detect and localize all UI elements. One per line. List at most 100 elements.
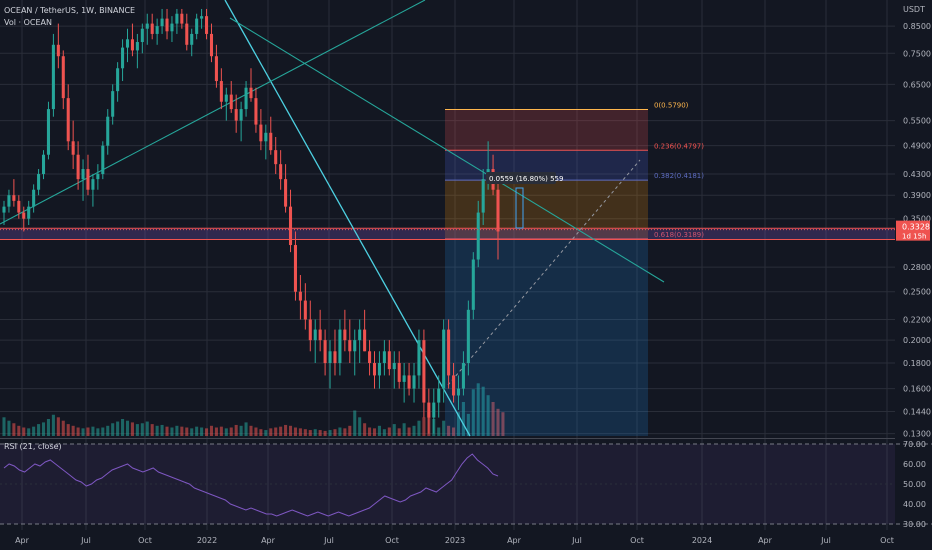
volume-bar — [323, 430, 327, 436]
time-axis[interactable]: Apr Jul Oct 2022 Apr Jul Oct 2023 Apr Jul Oct 2024 A… — [15, 536, 894, 545]
candle-body — [76, 154, 80, 180]
price-tick-label: 0.2000 — [903, 336, 931, 345]
candle-body — [56, 44, 60, 57]
candle-body — [145, 23, 149, 29]
candle-body — [101, 145, 105, 175]
candle-body — [150, 23, 154, 34]
volume-bar — [333, 429, 337, 436]
candle-body — [200, 16, 204, 19]
current-time-label: 1d 15h — [902, 233, 926, 241]
volume-bar — [145, 421, 149, 436]
time-tick-label: Jul — [571, 536, 582, 545]
candle-body — [61, 56, 65, 99]
volume-bar — [244, 422, 248, 436]
candle-body — [170, 23, 174, 32]
volume-bar — [37, 424, 41, 436]
volume-bar — [407, 427, 411, 436]
volume-bar — [96, 428, 100, 436]
volume-bar — [111, 423, 115, 436]
volume-bar — [363, 423, 367, 436]
price-tick-label: 0.1440 — [903, 407, 931, 416]
candle-body — [412, 375, 416, 389]
candle-body — [51, 44, 55, 110]
candle-body — [12, 195, 16, 201]
volume-bar — [456, 412, 461, 436]
volume-bar — [22, 427, 26, 436]
candle-body — [461, 363, 465, 389]
candle-body — [402, 375, 406, 382]
time-tick-label: Jul — [323, 536, 334, 545]
volume-bar — [368, 427, 372, 436]
candle-body — [323, 340, 327, 364]
candle-body — [471, 259, 475, 310]
candle-body — [86, 169, 90, 190]
candle-body — [46, 109, 50, 155]
candle-body — [293, 245, 297, 292]
candle-body — [27, 206, 31, 219]
volume-bar — [205, 428, 209, 436]
volume-bar — [234, 424, 238, 436]
rsi-tick-label: 30.00 — [903, 520, 926, 529]
candle-body — [447, 329, 451, 376]
volume-bar — [417, 420, 421, 436]
time-tick-label: Oct — [385, 536, 399, 545]
volume-bar — [353, 410, 357, 436]
candle-body — [328, 351, 332, 364]
measure-tooltip-bg — [486, 172, 556, 184]
volume-bar — [437, 427, 441, 436]
volume-bar — [338, 427, 342, 436]
candles — [2, 8, 500, 434]
volume-bar — [239, 425, 243, 436]
rsi-line — [3, 453, 499, 517]
candle-body — [219, 81, 223, 102]
volume-bar — [491, 402, 495, 436]
time-tick-label: Oct — [630, 536, 644, 545]
price-tick-label: 0.5500 — [903, 117, 931, 126]
candle-body — [249, 87, 253, 99]
candle-body — [417, 340, 421, 376]
time-tick-label: Oct — [880, 536, 894, 545]
candle-body — [205, 16, 209, 34]
volume-bar — [209, 425, 214, 436]
candle-body — [333, 351, 337, 364]
candle-body — [224, 94, 228, 102]
candle-body — [392, 363, 396, 370]
current-price-label: 0.3328 — [902, 223, 930, 232]
volume-bar — [229, 427, 233, 436]
volume-bar — [155, 425, 159, 436]
price-axis-unit: USDT — [903, 5, 925, 14]
volume-bar — [66, 424, 70, 436]
candle-body — [377, 363, 381, 376]
candle-body — [71, 141, 75, 155]
current-price-badge — [896, 220, 930, 241]
candle-body — [130, 39, 134, 51]
candle-body — [140, 28, 144, 43]
candle-body — [298, 291, 302, 301]
candle-body — [22, 212, 26, 219]
volume-bar — [46, 419, 50, 436]
volume-bar — [195, 426, 199, 436]
time-tick-label: 2023 — [445, 536, 465, 545]
candle-body — [234, 109, 238, 121]
candle-body — [442, 329, 446, 389]
fib-retracement[interactable]: 0(0.5790) 0.236(0.4797) 0.382(0.4181) 0.618… — [0, 101, 895, 436]
volume-bar — [496, 408, 500, 436]
volume-bar — [274, 427, 278, 436]
time-tick-label: Jul — [80, 536, 91, 545]
volume-bar — [308, 430, 312, 436]
volume-bar — [56, 417, 60, 436]
volume-bar — [76, 427, 80, 436]
trend-lines[interactable] — [0, 0, 665, 437]
time-tick-label: 2022 — [197, 536, 217, 545]
price-axis[interactable]: USDT 0.8500 0.7500 0.6500 0.5500 0.4900 0.4300… — [895, 0, 932, 550]
volume-bar — [284, 424, 288, 436]
candle-body — [382, 351, 386, 364]
rsi-pane[interactable]: 70.00 60.00 50.00 40.00 30.00 — [0, 440, 932, 529]
volume-bar — [61, 420, 65, 436]
candle-body — [91, 179, 95, 190]
candle-body — [254, 98, 258, 125]
volume-bar — [51, 414, 55, 436]
volume-legend: Vol · OCEAN — [4, 18, 52, 27]
candle-body — [209, 33, 214, 57]
